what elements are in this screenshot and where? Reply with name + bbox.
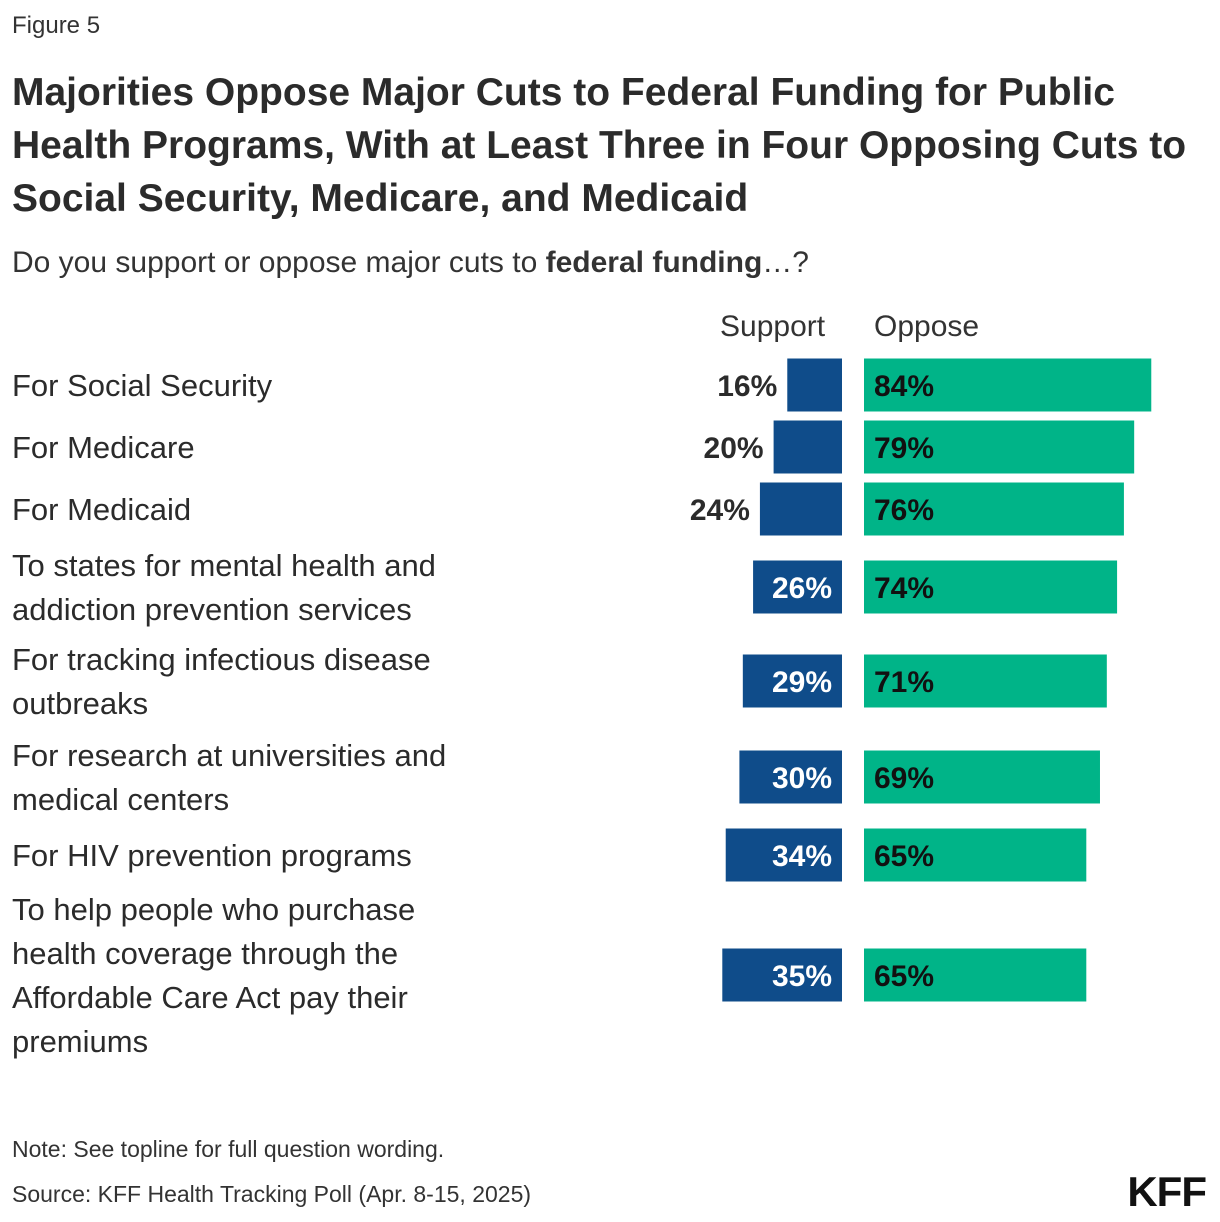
subtitle-prefix: Do you support or oppose major cuts to	[12, 246, 546, 279]
oppose-value-label: 84%	[874, 370, 934, 403]
oppose-value-label: 65%	[874, 840, 934, 873]
oppose-value-label: 65%	[874, 960, 934, 993]
support-bar	[773, 420, 842, 474]
oppose-bar	[864, 420, 1135, 474]
oppose-value-label: 71%	[874, 666, 934, 699]
category-label-line: For Medicaid	[12, 492, 191, 527]
support-bar	[759, 482, 842, 536]
category-label-line: addiction prevention services	[12, 592, 412, 627]
oppose-bar	[864, 560, 1118, 614]
support-bar	[725, 828, 842, 882]
oppose-bar	[864, 482, 1124, 536]
category-label-line: Affordable Care Act pay their	[12, 980, 408, 1015]
category-label-line: For HIV prevention programs	[12, 838, 412, 873]
support-value-label: 20%	[704, 432, 764, 465]
category-label: For research at universities and medical …	[12, 738, 446, 817]
oppose-value-label: 74%	[874, 572, 934, 605]
chart-note: Note: See topline for full question word…	[12, 1136, 445, 1162]
category-label-line: To states for mental health and	[12, 548, 436, 583]
category-label-line: For research at universities and	[12, 738, 446, 773]
oppose-bar	[864, 948, 1087, 1002]
support-value-label: 26%	[772, 572, 832, 605]
oppose-value-label: 76%	[874, 494, 934, 527]
oppose-bar	[864, 828, 1087, 882]
category-label-line: outbreaks	[12, 686, 148, 721]
category-label-line: For tracking infectious disease	[12, 642, 431, 677]
category-label-line: For Medicare	[12, 430, 195, 465]
category-label: For Medicare	[12, 430, 195, 465]
category-label: For Social Security	[12, 368, 273, 403]
support-bar	[742, 654, 842, 708]
support-value-label: 35%	[772, 960, 832, 993]
oppose-bar	[864, 654, 1107, 708]
support-value-label: 16%	[717, 370, 777, 403]
chart-title: Majorities Oppose Major Cuts to Federal …	[12, 71, 1187, 220]
category-label: For HIV prevention programs	[12, 838, 412, 873]
support-value-label: 29%	[772, 666, 832, 699]
support-column-header: Support	[720, 310, 826, 343]
kff-logo: KFF	[1127, 1168, 1207, 1215]
support-value-label: 30%	[772, 762, 832, 795]
category-label-line: medical centers	[12, 782, 229, 817]
category-label: For tracking infectious disease outbreaks	[12, 642, 431, 721]
support-value-label: 34%	[772, 840, 832, 873]
subtitle-suffix: …?	[762, 246, 809, 279]
support-bar	[753, 560, 842, 614]
oppose-bar	[864, 358, 1152, 412]
category-label: For Medicaid	[12, 492, 191, 527]
category-label: To states for mental health and addiction…	[12, 548, 436, 627]
oppose-column-header: Oppose	[874, 310, 980, 343]
support-bar	[722, 948, 842, 1002]
support-bar	[787, 358, 842, 412]
category-label-line: premiums	[12, 1024, 148, 1059]
oppose-value-label: 79%	[874, 432, 934, 465]
subtitle-bold: federal funding	[545, 246, 763, 279]
oppose-value-label: 69%	[874, 762, 934, 795]
category-label: To help people who purchase health covera…	[12, 892, 415, 1059]
chart-subtitle: Do you support or oppose major cuts to f…	[12, 246, 809, 280]
figure-label: Figure 5	[12, 12, 101, 39]
category-label-line: To help people who purchase	[12, 892, 415, 927]
support-value-label: 24%	[690, 494, 750, 527]
category-label-line: health coverage through the	[12, 936, 398, 971]
support-bar	[739, 750, 842, 804]
oppose-bar	[864, 750, 1100, 804]
category-label-line: For Social Security	[12, 368, 273, 403]
chart-source: Source: KFF Health Tracking Poll (Apr. 8…	[12, 1181, 532, 1207]
